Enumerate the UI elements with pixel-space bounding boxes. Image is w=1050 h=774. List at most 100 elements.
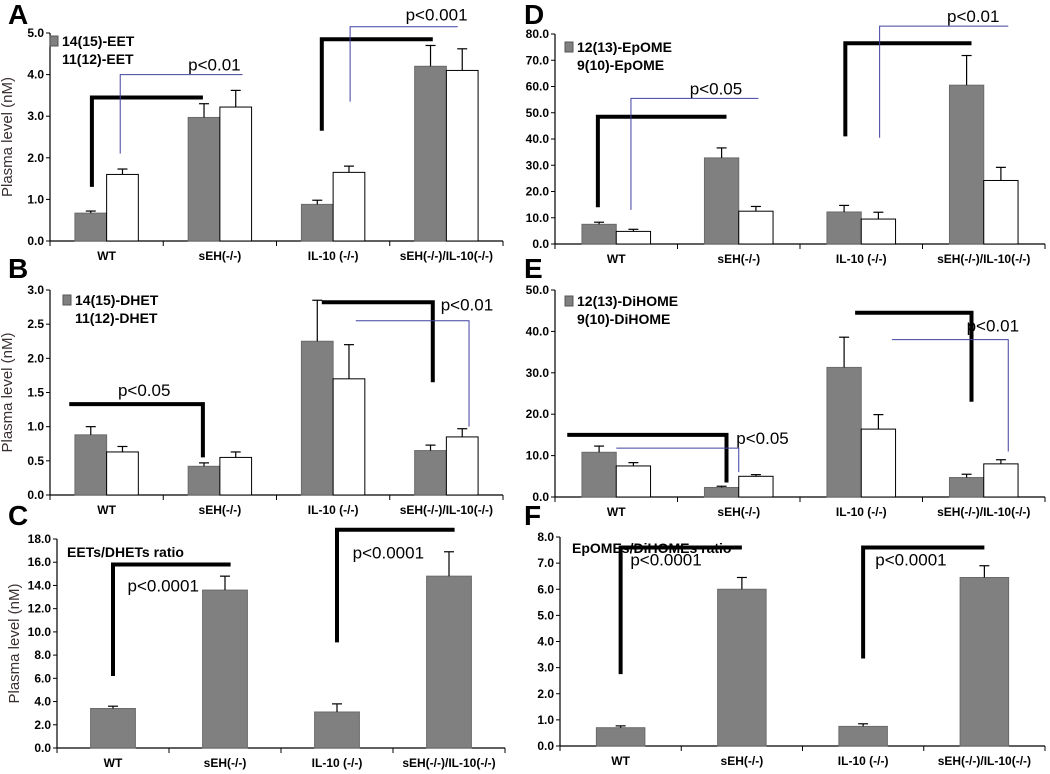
bar-primary [948, 84, 985, 245]
x-category-label: sEH(-/-)/IL-10(-/-) [400, 503, 493, 517]
panel-b: B Plasma level (nM) 0.0 0.5 1.0 1.5 2.0 2.5 3.0 W… [0, 253, 504, 517]
x-category-label: sEH(-/-) [717, 252, 760, 266]
y-tick-label: 1.0 [27, 192, 44, 206]
bar-primary [300, 203, 334, 242]
bar-primary [187, 116, 221, 242]
x-category-label: sEH(-/-)/IL-10(-/-) [937, 252, 1030, 266]
y-tick-label: 5.0 [537, 608, 554, 622]
p-value-label: p<0.05 [690, 79, 742, 98]
p-value-label: p<0.01 [967, 316, 1019, 335]
y-axis-label: Plasma level (nM) [0, 77, 16, 197]
y-tick-label: 2.0 [34, 718, 51, 732]
significance-bracket-primary [69, 402, 205, 458]
y-tick-label: 0.5 [27, 454, 44, 468]
y-tick-label: 18.0 [28, 532, 52, 546]
bar-primary [948, 477, 985, 498]
p-value-label: p<0.0001 [630, 551, 701, 570]
y-tick-label: 30.0 [526, 158, 550, 172]
bar-primary [581, 451, 617, 498]
significance-bracket-primary [111, 562, 231, 677]
bar-primary [74, 212, 108, 242]
y-tick-label: 0.0 [27, 488, 44, 502]
y-tick-label: 10.0 [526, 211, 550, 225]
y-tick-label: 2.5 [27, 317, 44, 331]
bar-primary [703, 157, 740, 245]
legend-label: 11(12)-EET [62, 51, 134, 67]
bar-secondary [738, 475, 774, 498]
p-value-label: p<0.001 [406, 6, 468, 25]
bar-primary [414, 450, 447, 496]
bar-secondary [860, 218, 897, 245]
y-tick-label: 5.0 [27, 26, 44, 40]
y-tick-label: 2.0 [27, 151, 44, 165]
significance-bracket-primary [618, 545, 742, 675]
p-value-label: p<0.01 [947, 7, 999, 26]
y-axis-label: Plasma level (nM) [0, 332, 16, 452]
panel-letter: A [8, 0, 28, 30]
bar-secondary [445, 69, 479, 242]
bar-secondary [219, 456, 253, 496]
x-category-label: sEH(-/-)/IL-10(-/-) [402, 756, 495, 770]
bar-secondary [445, 436, 479, 496]
significance-bracket-primary [319, 37, 433, 131]
bar-secondary [983, 179, 1019, 245]
bar-primary [826, 366, 862, 498]
bar-primary [202, 589, 248, 749]
y-tick-label: 40.0 [526, 132, 550, 146]
y-tick-label: 6.0 [537, 582, 554, 596]
bar-primary [595, 727, 646, 747]
x-category-label: WT [607, 505, 626, 519]
bar-primary [187, 465, 221, 496]
p-value-label: p<0.05 [118, 381, 170, 400]
bar-secondary [860, 428, 897, 498]
y-tick-label: 10.0 [526, 449, 550, 463]
y-tick-label: 1.0 [537, 713, 554, 727]
bar-primary [581, 223, 617, 245]
y-tick-label: 2.0 [537, 687, 554, 701]
y-tick-label: 6.0 [34, 671, 51, 685]
y-tick-label: 40.0 [526, 324, 550, 338]
y-tick-label: 1.5 [27, 386, 44, 400]
x-category-label: IL-10 (-/-) [838, 754, 889, 768]
y-tick-label: 0.0 [27, 234, 44, 248]
legend-label: 12(13)-DiHOME [577, 293, 678, 309]
significance-bracket-primary [843, 41, 972, 137]
significance-bracket-secondary [879, 25, 1009, 138]
y-tick-label: 50.0 [526, 106, 550, 120]
panel-letter: D [524, 0, 544, 30]
panel-letter: E [524, 253, 543, 284]
bar-secondary [332, 378, 366, 496]
y-tick-label: 0.0 [532, 490, 549, 504]
significance-bracket-secondary [355, 320, 470, 427]
y-tick-label: 3.0 [27, 283, 44, 297]
y-axis-label: Plasma level (nM) [6, 583, 23, 703]
significance-bracket-primary [861, 545, 985, 659]
x-category-label: sEH(-/-) [204, 756, 247, 770]
bar-primary [300, 340, 334, 496]
y-tick-label: 3.0 [537, 661, 554, 675]
significance-bracket-secondary [630, 97, 759, 210]
legend-label: EETs/DHETs ratio [67, 544, 184, 560]
significance-bracket-primary [855, 310, 974, 402]
significance-bracket-primary [567, 432, 729, 483]
bar-secondary [983, 463, 1019, 498]
x-category-label: WT [97, 503, 116, 517]
panel-letter: C [8, 500, 28, 531]
panel-f: F 0.0 1.0 2.0 3.0 4.0 5.0 6.0 7.0 8.0 WT sEH(-/-) IL… [524, 500, 1046, 768]
bar-secondary [615, 465, 652, 498]
y-tick-label: 2.0 [27, 351, 44, 365]
y-tick-label: 0.0 [537, 739, 554, 753]
y-tick-label: 8.0 [34, 648, 51, 662]
y-tick-label: 20.0 [526, 185, 550, 199]
legend-label: 14(15)-DHET [75, 292, 159, 308]
panel-letter: F [524, 500, 541, 531]
y-tick-label: 4.0 [34, 695, 51, 709]
bar-primary [703, 486, 740, 498]
legend-swatch [564, 41, 574, 53]
y-tick-label: 12.0 [28, 602, 52, 616]
bar-primary [959, 576, 1010, 747]
x-category-label: sEH(-/-) [721, 754, 764, 768]
p-value-label: p<0.0001 [875, 551, 946, 570]
bar-primary [314, 711, 360, 749]
